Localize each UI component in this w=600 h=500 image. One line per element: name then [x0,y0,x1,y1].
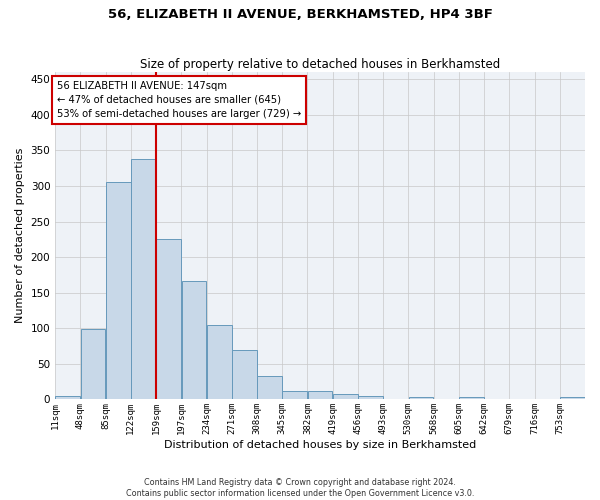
Bar [207,324,232,400]
Title: Size of property relative to detached houses in Berkhamsted: Size of property relative to detached ho… [140,58,500,71]
Bar [80,329,106,400]
Bar [55,396,80,400]
Bar [333,394,358,400]
Bar [106,182,131,400]
Bar [157,238,181,400]
Y-axis label: Number of detached properties: Number of detached properties [15,148,25,324]
Text: 56 ELIZABETH II AVENUE: 147sqm
← 47% of detached houses are smaller (645)
53% of: 56 ELIZABETH II AVENUE: 147sqm ← 47% of … [56,80,301,118]
Bar [358,396,383,400]
X-axis label: Distribution of detached houses by size in Berkhamsted: Distribution of detached houses by size … [164,440,476,450]
Bar [257,376,282,400]
Bar [182,282,206,400]
Bar [131,159,156,400]
Bar [232,350,257,400]
Bar [283,391,307,400]
Bar [560,398,585,400]
Bar [459,396,484,400]
Bar [308,391,332,400]
Text: Contains HM Land Registry data © Crown copyright and database right 2024.
Contai: Contains HM Land Registry data © Crown c… [126,478,474,498]
Text: 56, ELIZABETH II AVENUE, BERKHAMSTED, HP4 3BF: 56, ELIZABETH II AVENUE, BERKHAMSTED, HP… [107,8,493,20]
Bar [409,398,433,400]
